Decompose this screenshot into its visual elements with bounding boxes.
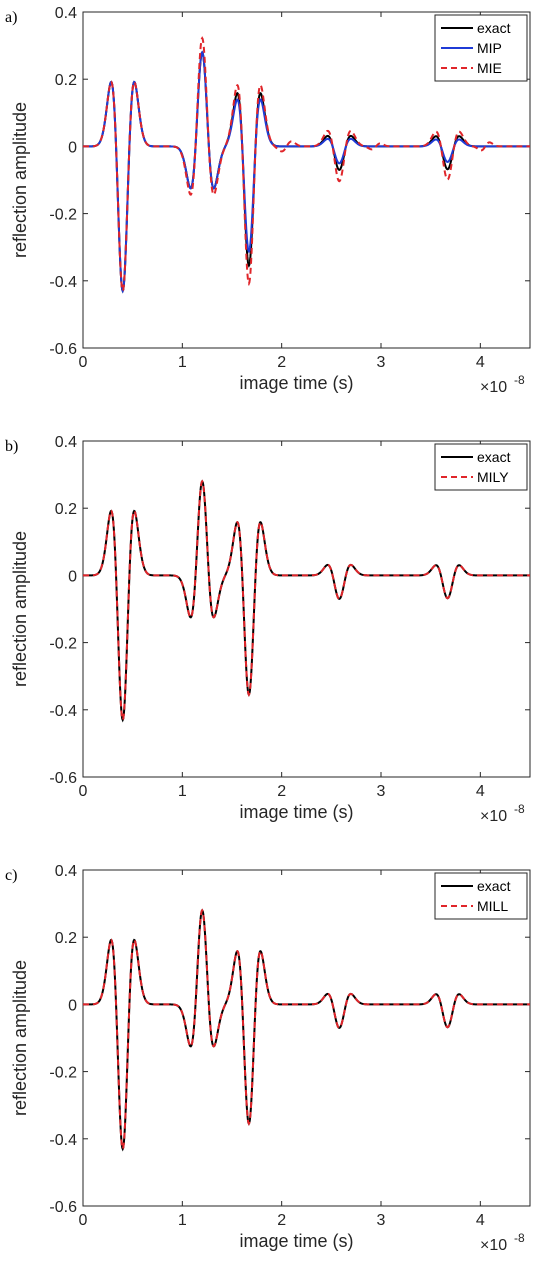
series-line-mie: [83, 36, 530, 294]
legend-label-mip: MIP: [477, 40, 502, 56]
y-tick-label: 0.2: [55, 930, 77, 947]
x-axis-label: image time (s): [239, 1231, 353, 1251]
x-tick-label: 0: [79, 1212, 88, 1229]
y-tick-label: -0.6: [49, 1199, 77, 1216]
x-tick-label: 4: [476, 354, 485, 371]
x-tick-label: 3: [377, 783, 386, 800]
x-multiplier-exponent: -8: [514, 1231, 525, 1245]
legend: exact MIP MIE: [434, 14, 528, 82]
x-tick-label: 2: [277, 354, 286, 371]
panel-label: b): [5, 438, 18, 455]
x-axis-label: image time (s): [239, 802, 353, 822]
x-tick-label: 3: [377, 354, 386, 371]
x-tick-label: 4: [476, 783, 485, 800]
plot-area: [82, 440, 531, 778]
y-tick-label: 0.4: [55, 863, 77, 880]
y-tick-label: 0: [68, 139, 77, 156]
y-tick-label: -0.4: [49, 1132, 77, 1149]
legend-box: [434, 443, 528, 491]
x-multiplier: ×10: [480, 808, 507, 825]
y-tick-label: 0.2: [55, 72, 77, 89]
y-tick-label: 0.4: [55, 5, 77, 22]
legend-label-exact: exact: [477, 20, 511, 36]
chart-panel-b: 0 1 2 3 4 -0.6 -0.4 -0.2 0 0.2 0.4 image time (s) re…: [5, 434, 531, 825]
y-tick-label: -0.2: [49, 1065, 77, 1082]
legend-label-mily: MILY: [477, 469, 509, 485]
y-tick-label: 0: [68, 997, 77, 1014]
panel-label: c): [5, 867, 17, 884]
y-tick-label: 0: [68, 568, 77, 585]
x-tick-label: 1: [178, 783, 187, 800]
x-multiplier: ×10: [480, 379, 507, 396]
x-tick-label: 2: [277, 1212, 286, 1229]
x-axis-label: image time (s): [239, 373, 353, 393]
legend-label-exact: exact: [477, 878, 511, 894]
y-tick-label: -0.6: [49, 770, 77, 787]
plot-area: [82, 869, 531, 1207]
y-tick-label: 0.4: [55, 434, 77, 451]
legend-label-exact: exact: [477, 449, 511, 465]
legend: exact MILY: [434, 443, 528, 491]
x-tick-label: 1: [178, 1212, 187, 1229]
y-tick-label: -0.2: [49, 207, 77, 224]
x-tick-label: 0: [79, 783, 88, 800]
y-tick-label: -0.2: [49, 636, 77, 653]
series-line-mill: [83, 908, 530, 1152]
x-multiplier: ×10: [480, 1237, 507, 1254]
x-tick-label: 2: [277, 783, 286, 800]
panel-label: a): [5, 9, 17, 26]
y-axis-label: reflection amplitude: [10, 102, 30, 258]
x-tick-label: 3: [377, 1212, 386, 1229]
y-axis-label: reflection amplitude: [10, 960, 30, 1116]
x-multiplier-exponent: -8: [514, 373, 525, 387]
legend-label-mie: MIE: [477, 60, 502, 76]
y-tick-label: 0.2: [55, 501, 77, 518]
y-tick-label: -0.4: [49, 703, 77, 720]
legend: exact MILL: [434, 872, 528, 920]
chart-panel-a: 0 1 2 3 4 -0.6 -0.4 -0.2 0 0.2 0.4 image time (s) re…: [5, 5, 531, 396]
x-tick-label: 4: [476, 1212, 485, 1229]
x-multiplier-exponent: -8: [514, 802, 525, 816]
y-tick-label: -0.6: [49, 341, 77, 358]
x-tick-label: 1: [178, 354, 187, 371]
series-line-mily: [83, 479, 530, 723]
chart-panel-c: 0 1 2 3 4 -0.6 -0.4 -0.2 0 0.2 0.4 image time (s) re…: [5, 863, 531, 1254]
legend-box: [434, 872, 528, 920]
x-tick-label: 0: [79, 354, 88, 371]
y-axis-label: reflection amplitude: [10, 531, 30, 687]
legend-label-mill: MILL: [477, 898, 508, 914]
y-tick-label: -0.4: [49, 274, 77, 291]
